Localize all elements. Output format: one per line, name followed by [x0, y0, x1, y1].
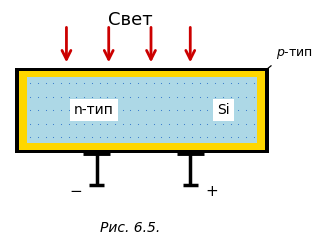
Text: n-тип: n-тип: [74, 103, 114, 117]
Text: Свет: Свет: [107, 11, 152, 29]
Text: $p$-тип: $p$-тип: [276, 47, 313, 61]
Text: +: +: [205, 184, 218, 199]
Bar: [19, 71, 265, 150]
Text: −: −: [69, 184, 82, 199]
Text: Рис. 6.5.: Рис. 6.5.: [100, 221, 160, 235]
Bar: [15, 68, 269, 153]
Bar: [27, 77, 257, 143]
Text: Si: Si: [217, 103, 230, 117]
